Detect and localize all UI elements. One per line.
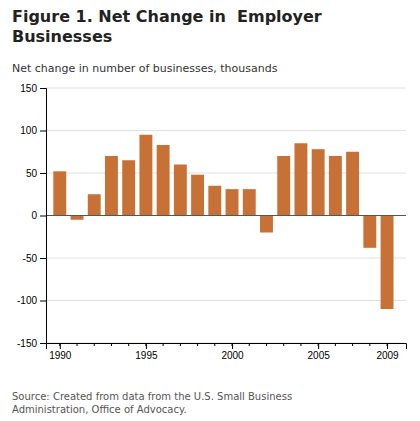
x-tick-label: 2000 <box>221 350 244 361</box>
x-minor-tick <box>266 343 267 346</box>
x-minor-tick <box>387 343 388 346</box>
y-tick-mark <box>40 173 46 174</box>
x-tick: 1990 <box>49 343 72 361</box>
grid-line <box>46 130 406 131</box>
bar <box>105 156 118 216</box>
y-tick-label: 150 <box>20 83 37 94</box>
y-axis: -150 -100 -50 0 50 100 150 <box>17 83 47 349</box>
bars <box>46 135 406 309</box>
y-tick-mark <box>40 258 46 259</box>
x-minor-tick <box>335 343 336 346</box>
x-minor-tick <box>369 343 370 346</box>
x-tick-label: 1990 <box>49 350 72 361</box>
x-minor-tick <box>318 343 319 346</box>
x-minor-tick <box>145 343 146 346</box>
x-axis: 1990 1995 2000 2005 2009 <box>47 343 407 361</box>
x-minor-tick <box>232 343 233 346</box>
x-minor-tick <box>111 343 112 346</box>
y-tick: 0 <box>31 210 46 221</box>
bar <box>71 216 84 220</box>
x-minor-tick <box>283 343 284 346</box>
y-axis-line <box>40 89 47 344</box>
y-tick: 150 <box>20 83 46 94</box>
x-tick-label: 1995 <box>135 350 158 361</box>
x-minor-tick <box>77 343 78 346</box>
bar <box>312 149 325 215</box>
y-tick-label: 100 <box>20 125 37 136</box>
y-tick-label: -150 <box>17 338 37 349</box>
bar <box>174 165 187 216</box>
grid-line <box>46 88 406 89</box>
source-note: Source: Created from data from the U.S. … <box>12 391 292 415</box>
bar <box>381 216 394 310</box>
x-tick-mark <box>232 343 233 349</box>
y-tick: -50 <box>23 253 46 264</box>
x-minor-tick <box>163 343 164 346</box>
y-tick-mark <box>40 301 46 302</box>
y-tick-mark <box>40 131 46 132</box>
grid <box>46 88 406 343</box>
bar <box>363 216 376 248</box>
bar <box>329 156 342 216</box>
y-tick: 100 <box>20 125 46 136</box>
y-tick-mark <box>40 88 46 89</box>
y-tick-mark <box>40 216 46 217</box>
x-minor-tick <box>180 343 181 346</box>
chart: Figure 1. Net Change in EmployerBusiness… <box>0 0 420 421</box>
bar <box>260 216 273 233</box>
bar <box>191 175 204 216</box>
y-tick-label: 50 <box>26 168 38 179</box>
grid-line <box>46 215 406 216</box>
grid-line <box>46 300 406 301</box>
bar <box>208 186 221 216</box>
bar <box>294 143 307 215</box>
x-tick: 1995 <box>135 343 158 361</box>
y-tick-mark <box>40 343 46 344</box>
y-tick-label: -50 <box>23 253 38 264</box>
x-minor-tick <box>300 343 301 346</box>
bar <box>88 194 101 215</box>
x-tick: 2000 <box>221 343 244 361</box>
x-minor-tick <box>249 343 250 346</box>
x-tick-mark <box>146 343 147 349</box>
y-tick: -100 <box>17 295 46 306</box>
zero-line <box>46 215 406 216</box>
x-tick-mark <box>387 343 388 349</box>
x-minor-ticks <box>60 343 387 346</box>
y-tick: -150 <box>17 338 46 349</box>
x-tick-mark <box>60 343 61 349</box>
x-tick-label: 2009 <box>376 350 399 361</box>
bar <box>277 156 290 216</box>
bar <box>122 160 135 215</box>
x-minor-tick <box>352 343 353 346</box>
x-minor-tick <box>214 343 215 346</box>
bar <box>243 189 256 215</box>
x-minor-tick <box>59 343 60 346</box>
x-minor-tick <box>94 343 95 346</box>
y-axis-label: Net change in number of businesses, thou… <box>12 62 278 75</box>
grid-line <box>46 258 406 259</box>
bar <box>226 189 239 215</box>
plot-area: -150 -100 -50 0 50 100 150 1990 1995 2000 2005 2009 <box>17 83 407 361</box>
x-tick-mark <box>318 343 319 349</box>
bar <box>53 171 66 215</box>
bar <box>157 145 170 216</box>
y-tick-label: -100 <box>17 295 37 306</box>
x-minor-tick <box>128 343 129 346</box>
x-tick-label: 2005 <box>308 350 331 361</box>
x-tick: 2005 <box>308 343 331 361</box>
x-axis-line <box>47 344 407 350</box>
x-tick: 2009 <box>376 343 399 361</box>
bar <box>346 152 359 216</box>
bar <box>139 135 152 216</box>
title: Figure 1. Net Change in EmployerBusiness… <box>12 7 322 46</box>
y-tick-label: 0 <box>31 210 37 221</box>
y-tick: 50 <box>26 168 46 179</box>
x-minor-tick <box>197 343 198 346</box>
